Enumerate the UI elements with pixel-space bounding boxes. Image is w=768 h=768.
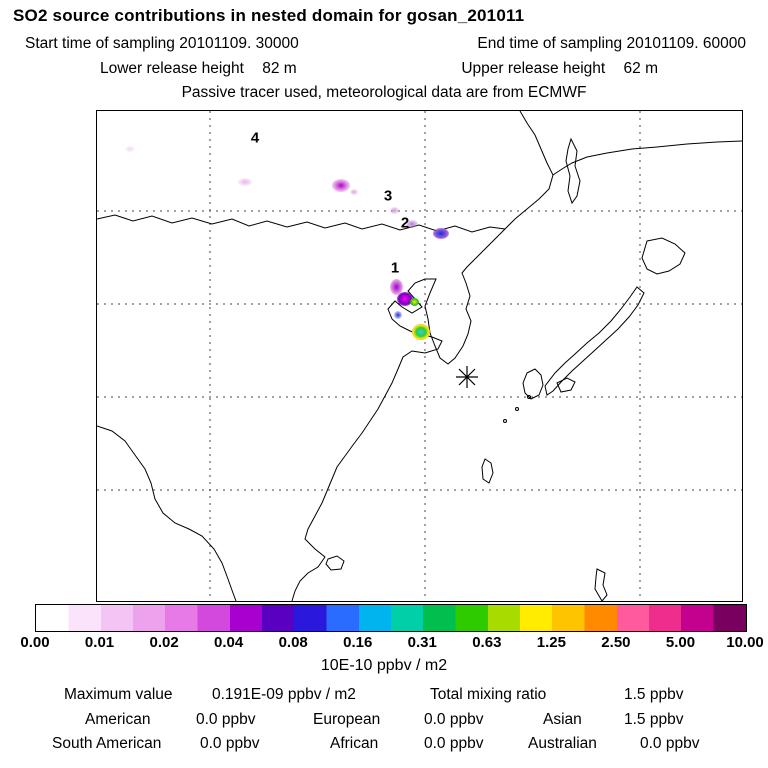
concentration-blob [332,178,350,192]
colorbar-tick-label: 0.63 [472,634,502,651]
lower-release-height-value: 82 m [262,60,297,77]
region-number-label: 2 [400,214,410,232]
colorbar-segment [358,605,424,631]
concentration-blob [397,292,413,306]
max-value: 0.191E-09 ppbv / m2 [212,686,356,703]
sampling-time-row: Start time of sampling 20101109. 30000 E… [25,35,746,53]
lower-release-height-label: Lower release height [100,60,244,77]
colorbar-tick-label: 1.25 [536,634,566,651]
coastline-map [97,111,742,601]
contribution-australian-label: Australian [528,735,597,752]
lower-release-height: Lower release height 82 m [100,60,297,78]
colorbar-tick-label: 5.00 [665,634,696,651]
colorbar-tick-label: 0.16 [343,634,373,651]
colorbar-segment [423,605,488,631]
concentration-blob [389,279,403,295]
colorbar-tick-label: 10.00 [726,634,764,651]
colorbar-tick-label: 0.31 [407,634,437,651]
upper-release-height-value: 62 m [623,60,658,77]
colorbar-segment [681,605,747,631]
total-mixing-ratio-value: 1.5 ppbv [624,686,684,703]
tracer-info-text: Passive tracer used, meteorological data… [181,84,587,101]
colorbar-segment [294,605,359,631]
region-number-label: 4 [250,129,260,147]
colorbar-segment [100,605,166,631]
colorbar-tick-label: 0.08 [278,634,308,651]
colorbar-tick-label: 0.02 [149,634,179,651]
region-number-label: 3 [383,187,393,205]
contribution-south-american-label: South American [52,735,162,752]
contribution-european-label: European [313,711,381,728]
contribution-south-american-value: 0.0 ppbv [200,735,260,752]
colorbar-unit: 10E-10 ppbv / m2 [320,657,448,674]
concentration-blob [406,220,418,228]
colorbar-segment [36,605,101,631]
colorbar-tick-label: 2.50 [601,634,631,651]
colorbar-segment [552,605,617,631]
contribution-australian-value: 0.0 ppbv [640,735,700,752]
concentration-blob [238,178,252,186]
concentration-blob [389,206,399,214]
contribution-american-label: American [85,711,151,728]
concentration-blob [433,227,449,239]
colorbar-segment [165,605,230,631]
contribution-european-value: 0.0 ppbv [424,711,484,728]
max-value-label: Maximum value [64,686,173,703]
concentration-blob [125,146,135,152]
start-time-text: Start time of sampling 20101109. 30000 [25,35,299,52]
colorbar-tick-labels: 0.00 0.01 0.02 0.04 0.08 0.16 0.31 0.63 1.25 2.50… [20,634,763,652]
colorbar-segment [487,605,553,631]
contribution-asian-label: Asian [543,711,582,728]
total-mixing-ratio-label: Total mixing ratio [430,686,547,703]
concentration-blob [394,311,402,319]
colorbar-tick-label: 0.01 [84,634,115,651]
colorbar [35,604,747,632]
colorbar-segment [229,605,295,631]
contribution-african-value: 0.0 ppbv [424,735,484,752]
concentration-blob [409,298,419,306]
concentration-blob [412,324,430,340]
page-title: SO2 source contributions in nested domai… [13,6,525,25]
end-time-text: End time of sampling 20101109. 60000 [477,35,746,52]
receptor-star-icon [454,364,480,390]
colorbar-tick-label: 0.04 [214,634,244,651]
region-number-label: 1 [390,259,400,277]
upper-release-height: Upper release height 62 m [461,60,658,78]
colorbar-tick-label: 0.00 [20,634,50,651]
release-height-row: Lower release height 82 m Upper release … [100,60,658,78]
contribution-american-value: 0.0 ppbv [196,711,256,728]
upper-release-height-label: Upper release height [461,60,606,77]
contribution-asian-value: 1.5 ppbv [624,711,684,728]
colorbar-segment [616,605,682,631]
concentration-blob [350,189,358,195]
contribution-african-label: African [330,735,379,752]
